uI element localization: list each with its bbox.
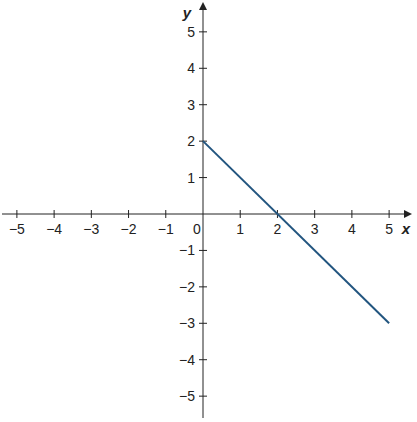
x-tick-label: 2 xyxy=(274,221,282,237)
y-tick-label: 4 xyxy=(187,60,195,76)
y-tick-label: 1 xyxy=(187,170,195,186)
x-tick xyxy=(351,210,352,218)
y-arrow xyxy=(199,2,207,10)
x-tick xyxy=(128,210,129,218)
x-axis-label: x xyxy=(401,220,411,237)
y-tick xyxy=(199,396,207,397)
chart: −5−4−3−2−1012345−5−4−3−2−112345xy xyxy=(0,0,417,422)
plot-area xyxy=(203,141,389,323)
y-tick-label: −2 xyxy=(179,279,195,295)
x-tick-label: −3 xyxy=(83,221,99,237)
y-tick xyxy=(199,286,207,287)
y-tick-label: 2 xyxy=(187,133,195,149)
x-tick-label: −2 xyxy=(121,221,137,237)
x-tick xyxy=(16,210,17,218)
x-tick-label: 1 xyxy=(236,221,244,237)
y-tick xyxy=(199,31,207,32)
x-tick xyxy=(54,210,55,218)
y-axis xyxy=(203,10,204,418)
x-tick xyxy=(240,210,241,218)
y-tick-label: −5 xyxy=(179,388,195,404)
y-tick-label: −4 xyxy=(179,352,195,368)
y-tick-label: −3 xyxy=(179,315,195,331)
x-tick-label: −5 xyxy=(9,221,25,237)
x-tick-label: 3 xyxy=(311,221,319,237)
y-tick xyxy=(199,104,207,105)
x-tick xyxy=(389,210,390,218)
x-tick xyxy=(314,210,315,218)
y-axis-label: y xyxy=(182,4,192,21)
x-tick xyxy=(165,210,166,218)
x-tick-label: 0 xyxy=(193,221,201,237)
line xyxy=(203,141,389,323)
y-tick xyxy=(199,68,207,69)
y-tick-label: 5 xyxy=(187,24,195,40)
x-tick-label: −4 xyxy=(46,221,62,237)
x-tick-label: 4 xyxy=(348,221,356,237)
x-tick xyxy=(91,210,92,218)
x-tick-label: −1 xyxy=(158,221,174,237)
x-arrow xyxy=(404,210,412,218)
y-tick-label: 3 xyxy=(187,97,195,113)
y-tick xyxy=(199,177,207,178)
x-tick-label: 5 xyxy=(385,221,393,237)
y-tick xyxy=(199,250,207,251)
y-tick xyxy=(199,323,207,324)
y-tick xyxy=(199,359,207,360)
y-tick-label: −1 xyxy=(179,242,195,258)
